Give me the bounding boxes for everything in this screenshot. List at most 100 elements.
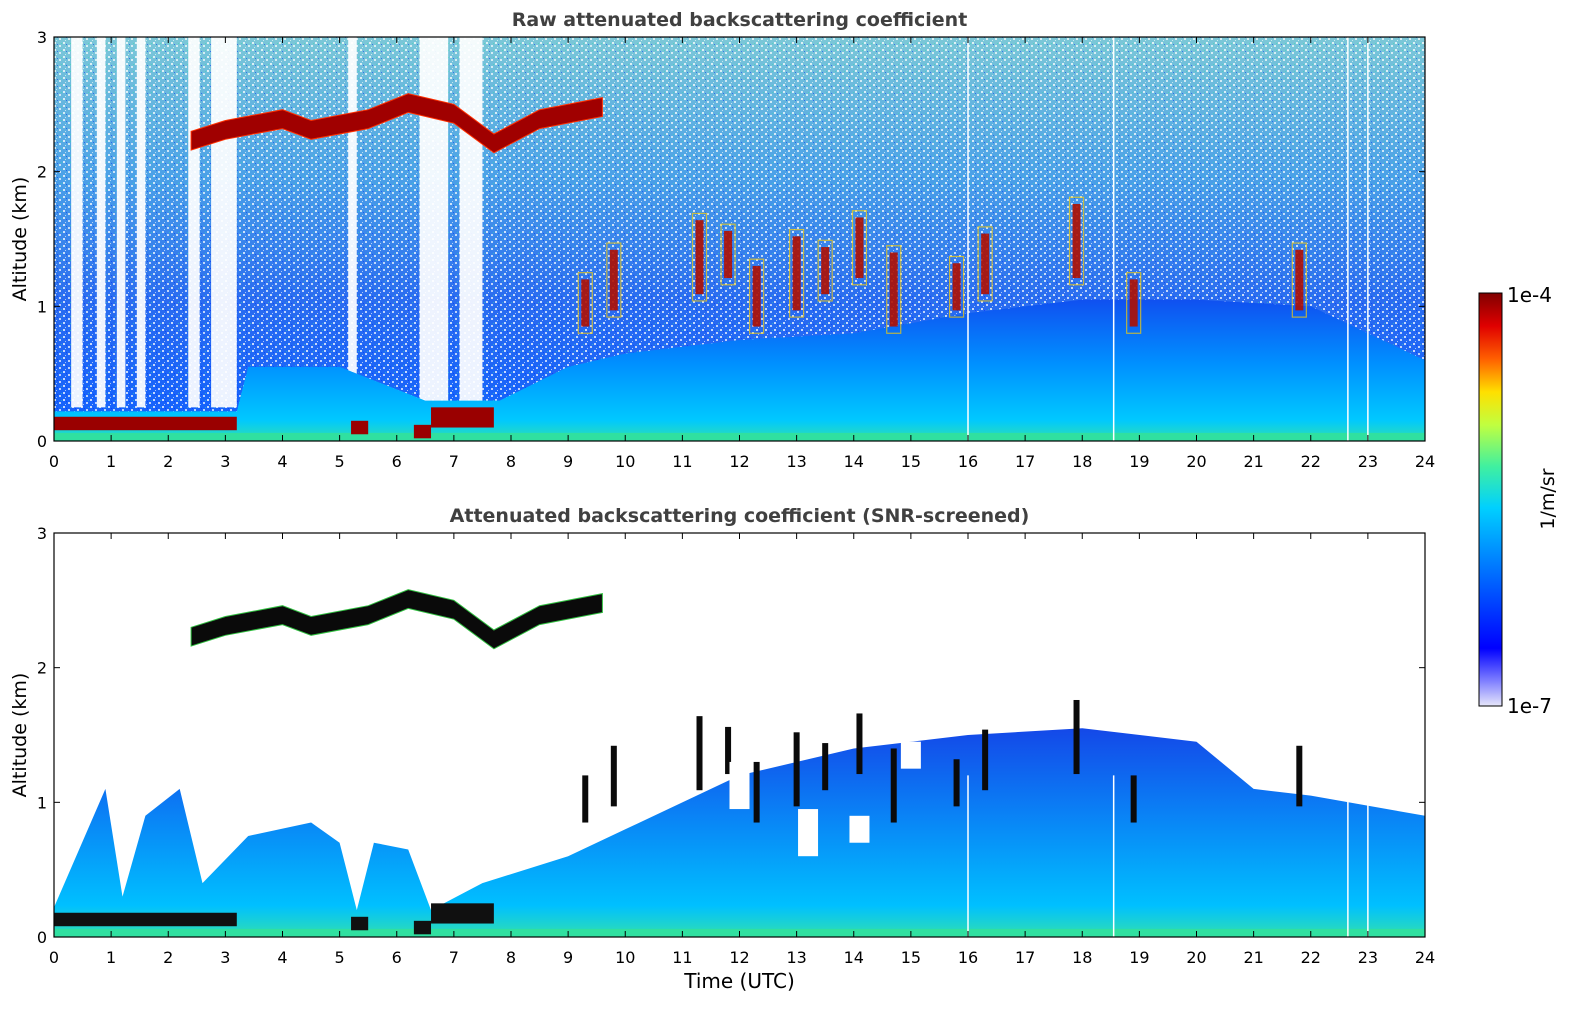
convective-cloud	[821, 247, 830, 295]
x-tick-label: 13	[786, 452, 806, 471]
x-tick-label: 6	[392, 452, 402, 471]
convective-cloud-edge	[789, 228, 805, 318]
panel-1-heatmap	[54, 37, 1425, 441]
x-tick-label: 1	[106, 452, 116, 471]
signal-gap	[459, 37, 483, 408]
y-tick-label: 2	[37, 163, 47, 182]
x-tick-label: 5	[335, 948, 345, 967]
convective-cloud	[981, 233, 990, 295]
x-tick-label: 3	[220, 452, 230, 471]
low-cloud	[431, 407, 494, 428]
convective-cloud-screened	[822, 743, 829, 791]
convective-cloud-edge	[851, 210, 868, 286]
x-tick-label: 1	[106, 948, 116, 967]
convective-cloud-edge	[1291, 242, 1307, 318]
convective-cloud-screened	[953, 759, 960, 807]
x-tick-label: 23	[1358, 948, 1378, 967]
clear-patch	[798, 809, 819, 857]
signal-gap	[419, 37, 449, 408]
x-tick-label: 7	[449, 452, 459, 471]
x-tick-label: 17	[1015, 948, 1035, 967]
x-tick-label: 8	[506, 948, 516, 967]
convective-cloud-edge	[977, 226, 993, 302]
x-tick-label: 24	[1415, 948, 1435, 967]
x-tick-label: 18	[1072, 948, 1092, 967]
elevated-cloud-layer-screened	[190, 589, 603, 650]
x-tick-label: 16	[958, 452, 978, 471]
x-tick-label: 15	[901, 452, 921, 471]
x-tick-label: 6	[392, 948, 402, 967]
panel-1-ylabel: Altitude (km)	[9, 177, 31, 302]
convective-cloud-edge	[577, 272, 593, 334]
clear-patch	[900, 741, 921, 769]
screened-signal-region	[54, 728, 1425, 937]
colorbar-max-label: 1e-4	[1507, 283, 1552, 307]
x-tick-label: 18	[1072, 452, 1092, 471]
x-tick-label: 2	[163, 452, 173, 471]
x-tick-label: 16	[958, 948, 978, 967]
convective-cloud-screened	[793, 732, 800, 807]
x-tick-label: 11	[672, 452, 692, 471]
convective-cloud-screened	[610, 745, 617, 807]
y-tick-label: 0	[37, 432, 47, 451]
signal-gap	[136, 37, 146, 408]
panel-1-axes: 0 1 2 3 4 5 6 7 8 9 10 11 12 13 14 15 16 17 18 19 20 21 22 23 24…	[37, 28, 1435, 471]
y-tick-label: 1	[37, 793, 47, 812]
x-tick-label: 0	[49, 452, 59, 471]
convective-cloud-screened	[725, 726, 732, 775]
convective-cloud-screened	[1073, 699, 1080, 775]
x-tick-label: 9	[563, 452, 573, 471]
y-tick-label: 2	[37, 659, 47, 678]
x-tick-label: 24	[1415, 452, 1435, 471]
convective-cloud-screened	[856, 713, 863, 775]
y-tick-label: 0	[37, 928, 47, 947]
x-tick-label: 10	[615, 948, 635, 967]
x-tick-label: 20	[1186, 452, 1206, 471]
panel-2-ylabel: Altitude (km)	[9, 673, 31, 798]
convective-cloud	[889, 252, 898, 327]
x-tick-label: 14	[844, 452, 864, 471]
panel-2-heatmap	[54, 533, 1425, 937]
convective-cloud-edge	[606, 242, 622, 318]
convective-cloud-screened	[753, 761, 760, 823]
x-tick-label: 19	[1129, 948, 1149, 967]
low-cloud-screened	[413, 920, 432, 935]
colorbar-min-label: 1e-7	[1507, 694, 1552, 718]
x-tick-label: 12	[729, 452, 749, 471]
convective-cloud	[855, 217, 864, 279]
low-cloud	[351, 420, 369, 435]
screened-backscatter-panel: Attenuated backscattering coefficient (S…	[9, 505, 1435, 993]
x-tick-label: 14	[844, 948, 864, 967]
convective-cloud-edge	[691, 212, 708, 302]
low-cloud-screened	[431, 903, 494, 924]
x-tick-label: 0	[49, 948, 59, 967]
convective-cloud-screened	[1296, 745, 1303, 807]
convective-cloud-edge	[948, 255, 965, 318]
boundary-layer	[54, 299, 1425, 441]
convective-cloud	[1295, 249, 1304, 311]
colorbar-scale	[1478, 292, 1503, 707]
colorbar: 1e-4 1e-7 1/m/sr	[1478, 283, 1559, 718]
y-tick-label: 3	[37, 28, 47, 47]
low-cloud	[413, 424, 432, 439]
clear-patch	[729, 761, 750, 810]
x-tick-label: 9	[563, 948, 573, 967]
x-tick-label: 22	[1301, 948, 1321, 967]
x-tick-label: 23	[1358, 452, 1378, 471]
x-tick-label: 21	[1243, 452, 1263, 471]
x-tick-label: 5	[335, 452, 345, 471]
signal-gap	[71, 37, 83, 408]
x-tick-label: 12	[729, 948, 749, 967]
raw-backscatter-panel: Raw attenuated backscattering coefficien…	[9, 9, 1435, 471]
convective-cloud-screened	[582, 775, 589, 823]
elevated-cloud-layer	[190, 93, 603, 154]
low-cloud-screened	[351, 916, 369, 931]
signal-gap	[348, 37, 357, 408]
convective-cloud-edge	[817, 239, 833, 302]
convective-cloud	[1072, 203, 1081, 279]
convective-cloud	[792, 236, 801, 311]
convective-cloud	[952, 263, 961, 311]
convective-cloud-screened	[696, 716, 703, 791]
x-tick-label: 17	[1015, 452, 1035, 471]
